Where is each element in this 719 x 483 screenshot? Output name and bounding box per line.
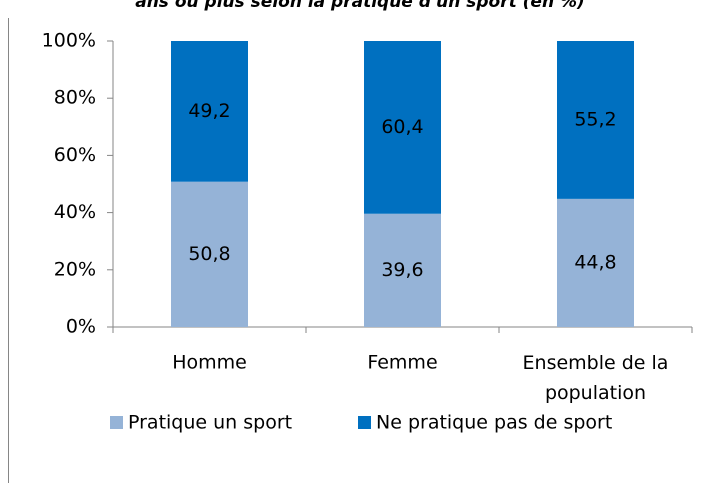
data-label: 50,8 (188, 243, 230, 265)
data-label: 44,8 (574, 251, 616, 273)
data-label: 39,6 (381, 259, 423, 281)
legend-label: Ne pratique pas de sport (376, 412, 612, 434)
y-tick-label: 80% (54, 87, 96, 109)
data-label: 55,2 (574, 108, 616, 130)
data-label: 60,4 (381, 116, 423, 138)
y-tick-label: 0% (66, 316, 96, 338)
y-tick-label: 60% (54, 144, 96, 166)
x-tick-label: Homme (172, 352, 247, 374)
bar-segment (364, 213, 441, 327)
legend-label: Pratique un sport (128, 412, 292, 434)
bar-segment (364, 41, 441, 214)
x-tick-label: Femme (367, 352, 437, 374)
bar-segment (171, 41, 248, 182)
x-tick-label: Ensemble de la population (523, 352, 669, 404)
bar-segment (557, 41, 634, 199)
chart-title: ans ou plus selon la pratique d'un sport… (135, 0, 585, 12)
y-tick-label: 40% (54, 201, 96, 223)
legend-swatch (110, 416, 123, 429)
data-label: 49,2 (188, 100, 230, 122)
y-tick-label: 100% (42, 30, 96, 52)
bar-segment (557, 198, 634, 327)
y-tick-label: 20% (54, 258, 96, 280)
legend-swatch (358, 416, 371, 429)
bar-segment (171, 181, 248, 327)
